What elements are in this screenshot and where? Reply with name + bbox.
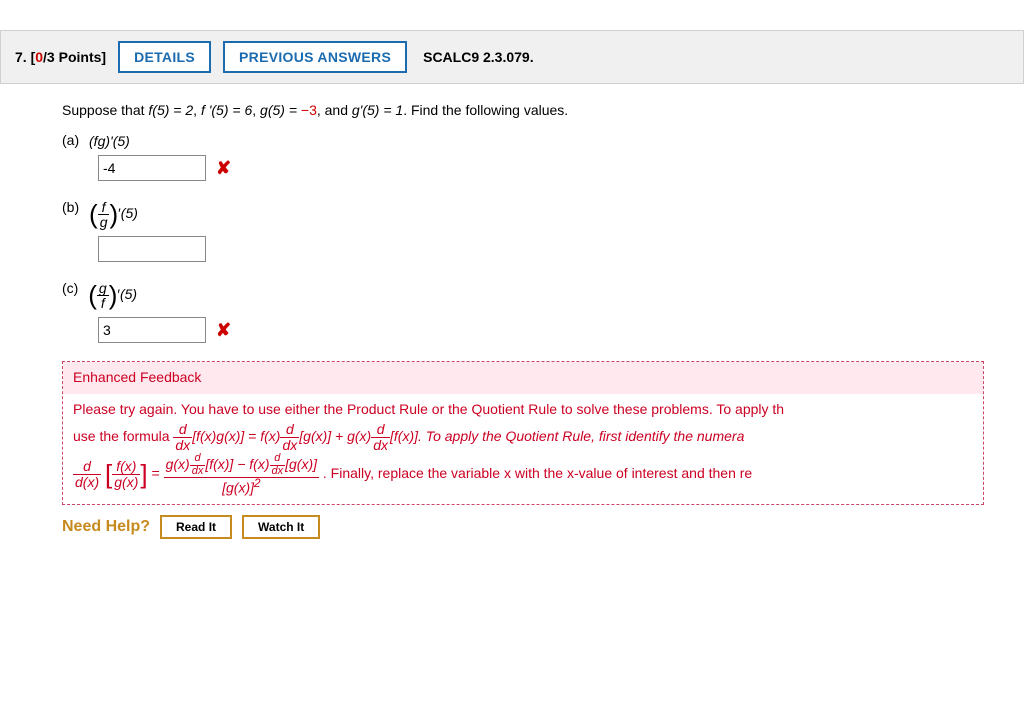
incorrect-icon: ✘: [216, 158, 231, 179]
prompt-fp5: f '(5) = 6: [201, 102, 252, 118]
read-it-button[interactable]: Read It: [160, 515, 232, 539]
question-content: Suppose that f(5) = 2, f '(5) = 6, g(5) …: [0, 84, 1024, 549]
part-c-input[interactable]: [98, 317, 206, 343]
prompt-gp5: g'(5) = 1: [352, 102, 403, 118]
fb-qden: [g(x)]: [222, 480, 254, 496]
prompt-g5-val: −3: [301, 102, 317, 118]
part-a-answer-row: ✘: [98, 155, 984, 181]
previous-answers-button[interactable]: PREVIOUS ANSWERS: [223, 41, 407, 73]
feedback-eq: =: [152, 465, 164, 481]
feedback-quot-den: g(x): [112, 475, 140, 490]
need-help-label: Need Help?: [62, 518, 150, 536]
fb-qa: g(x): [166, 456, 190, 472]
prompt-f5: f(5) = 2: [148, 102, 193, 118]
part-c-den: f: [97, 296, 109, 311]
incorrect-icon: ✘: [216, 320, 231, 341]
prompt-pre: Suppose that: [62, 102, 148, 118]
part-b-input[interactable]: [98, 236, 206, 262]
need-help-row: Need Help? Read It Watch It: [62, 515, 984, 539]
part-c-at: (5): [120, 287, 137, 303]
fb-qb: [f(x)] − f(x): [205, 456, 269, 472]
points-total: /3 Points]: [43, 49, 106, 65]
textbook-reference: SCALC9 2.3.079.: [423, 49, 534, 65]
part-b-label: (b): [62, 199, 79, 215]
question-prompt: Suppose that f(5) = 2, f '(5) = 6, g(5) …: [62, 102, 984, 118]
feedback-box: Enhanced Feedback Please try again. You …: [62, 361, 984, 505]
feedback-prod-mid2: [g(x)] + g(x): [299, 428, 371, 444]
fb-sq: 2: [254, 477, 260, 490]
part-b-answer-row: [98, 236, 984, 262]
part-b-num: f: [98, 200, 110, 216]
prompt-g5-lhs: g(5) =: [260, 102, 301, 118]
prompt-post: . Find the following values.: [403, 102, 568, 118]
part-c-answer-row: ✘: [98, 317, 984, 343]
feedback-prod-mid: [f(x)g(x)] = f(x): [192, 428, 280, 444]
prompt-sep3: , and: [317, 102, 352, 118]
part-b-den: g: [98, 215, 110, 230]
part-b-expr: (fg)′(5): [89, 199, 138, 230]
points-earned: 0: [35, 49, 43, 65]
part-b: (b) (fg)′(5): [62, 199, 984, 230]
part-a: (a) (fg)'(5): [62, 132, 984, 149]
feedback-use-formula: use the formula: [73, 428, 173, 444]
prompt-sep1: ,: [193, 102, 201, 118]
question-number: 7. [0/3 Points]: [15, 49, 106, 65]
watch-it-button[interactable]: Watch It: [242, 515, 320, 539]
part-a-expr: (fg)'(5): [89, 133, 130, 149]
prompt-sep2: ,: [252, 102, 260, 118]
part-c-num: g: [97, 281, 109, 297]
feedback-body: Please try again. You have to use either…: [73, 398, 973, 496]
feedback-title: Enhanced Feedback: [63, 362, 983, 394]
feedback-final: . Finally, replace the variable x with t…: [323, 465, 752, 481]
part-b-at: (5): [121, 206, 138, 222]
part-c: (c) (gf)′(5): [62, 280, 984, 311]
feedback-line1: Please try again. You have to use either…: [73, 401, 784, 417]
question-header: 7. [0/3 Points] DETAILS PREVIOUS ANSWERS…: [0, 30, 1024, 84]
part-a-input[interactable]: [98, 155, 206, 181]
fb-qc: [g(x)]: [285, 456, 317, 472]
part-c-expr: (gf)′(5): [88, 280, 137, 311]
part-a-label: (a): [62, 132, 79, 148]
qnum-text: 7.: [15, 49, 27, 65]
details-button[interactable]: DETAILS: [118, 41, 211, 73]
part-c-label: (c): [62, 280, 78, 296]
feedback-quot-num: f(x): [112, 459, 140, 475]
feedback-prod-end: [f(x)]. To apply the Quotient Rule, firs…: [390, 428, 744, 444]
